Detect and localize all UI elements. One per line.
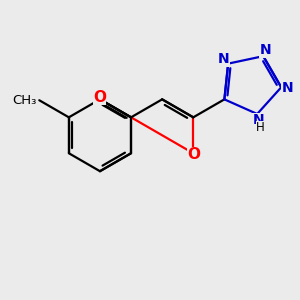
Text: O: O bbox=[187, 147, 200, 162]
Text: O: O bbox=[93, 90, 106, 105]
Text: N: N bbox=[282, 81, 293, 95]
Text: N: N bbox=[253, 113, 264, 127]
Text: N: N bbox=[218, 52, 229, 66]
Text: N: N bbox=[260, 43, 272, 57]
Text: H: H bbox=[256, 121, 265, 134]
Text: CH₃: CH₃ bbox=[12, 94, 36, 107]
